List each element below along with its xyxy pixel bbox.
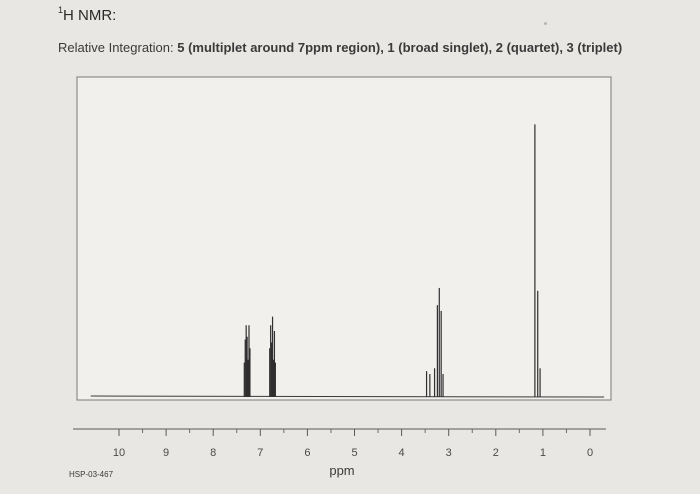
x-tick-label: 9	[163, 447, 169, 459]
x-tick-label: 6	[304, 447, 310, 459]
nucleus-mass-number: 1	[58, 5, 64, 15]
x-tick-label: 7	[257, 447, 263, 459]
x-tick-label: 0	[587, 447, 593, 459]
x-tick-label: 10	[113, 447, 125, 459]
x-tick-label: 4	[399, 447, 405, 459]
x-tick-label: 1	[540, 447, 546, 459]
integration-values: 5 (multiplet around 7ppm region), 1 (bro…	[177, 40, 623, 55]
x-tick-label: 5	[351, 447, 357, 459]
spectrum-code: HSP-03-467	[69, 470, 114, 479]
speck-mark	[544, 22, 547, 25]
spectrum-trace	[90, 395, 605, 398]
nmr-title: 1H NMR:	[58, 5, 117, 24]
x-axis-label: ppm	[329, 463, 354, 478]
plot-frame	[76, 76, 612, 401]
integration-line: Relative Integration: 5 (multiplet aroun…	[58, 40, 622, 55]
x-tick-label: 3	[446, 447, 452, 459]
x-tick-label: 8	[210, 447, 216, 459]
integration-label: Relative Integration:	[58, 40, 174, 55]
nucleus-label: H NMR:	[63, 7, 117, 24]
x-tick-label: 2	[493, 447, 499, 459]
